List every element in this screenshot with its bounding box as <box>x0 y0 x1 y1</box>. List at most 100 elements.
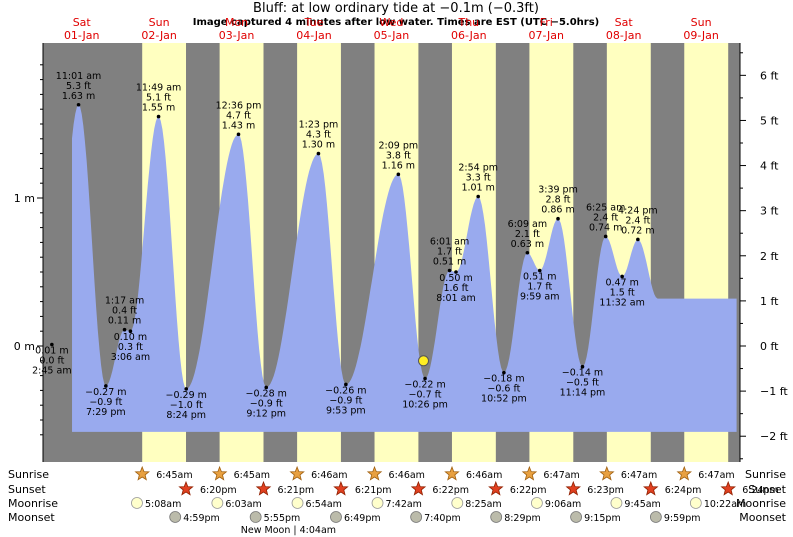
day-date: 04-Jan <box>296 29 332 42</box>
sunset-icon <box>333 480 349 496</box>
tide-label: 1.30 m <box>302 140 335 151</box>
tide-label: 3:06 am <box>111 352 150 363</box>
right-tick-label: 0 ft <box>760 340 779 353</box>
tide-label: −0.6 ft <box>487 384 520 395</box>
tide-label: −0.22 m <box>404 380 445 391</box>
tide-label: −1.0 ft <box>170 400 203 411</box>
moonset-row-label-left: Moonset <box>8 511 55 524</box>
tide-label: 8:01 am <box>436 293 475 304</box>
sunrise-time: 6:45am <box>156 470 192 481</box>
right-tick-label: 2 ft <box>760 250 779 263</box>
moonset-time: 7:40pm <box>424 513 461 524</box>
tide-label: 1.7 ft <box>437 247 462 258</box>
tide-dot <box>636 237 640 242</box>
sunset-time: 6:22pm <box>432 485 469 496</box>
tide-label: −0.14 m <box>562 368 603 379</box>
tide-dot <box>620 274 624 279</box>
tide-label: 1.43 m <box>222 120 255 131</box>
moonset-time: 6:49pm <box>344 513 381 524</box>
tide-dot <box>454 270 458 274</box>
sunset-icon <box>720 480 736 496</box>
moonrise-icon <box>451 497 464 509</box>
sunset-event: 6:22pm <box>488 480 546 496</box>
right-tick-label: 1 ft <box>760 295 779 308</box>
moonset-icon <box>410 511 423 523</box>
day-date: 01-Jan <box>64 29 100 42</box>
low-tide-marker: −0.27 m−0.9 ft7:29 pm <box>85 384 127 418</box>
moonrise-row-label-right: Moonrise <box>736 497 786 510</box>
sunrise-icon <box>211 465 228 481</box>
tide-label: 6:09 am <box>508 219 547 230</box>
moonset-event: 8:29pm <box>490 511 541 524</box>
sunrise-event: 6:45am <box>211 465 270 481</box>
sunset-event: 6:22pm <box>410 480 469 496</box>
day-weekday: Thu <box>457 16 479 29</box>
tide-markers: 0.01 m0.0 ft2:45 am 11:01 am5.3 ft1.63 m −… <box>32 71 658 421</box>
moonrise-time: 6:03am <box>225 499 261 510</box>
tide-label: 3.3 ft <box>466 173 491 184</box>
tide-label: 1:23 pm <box>299 120 339 131</box>
tide-label: 0.11 m <box>108 316 141 327</box>
moonrise-event: 9:06am <box>531 497 581 510</box>
sunset-event: 6:24pm <box>720 480 779 496</box>
moonset-time: 9:15pm <box>584 513 621 524</box>
moonrise-icon <box>689 497 702 509</box>
sunrise-time: 6:47am <box>543 470 579 481</box>
tide-dot <box>603 234 608 239</box>
sunset-event: 6:21pm <box>255 480 314 496</box>
tide-label: −0.27 m <box>85 387 126 398</box>
sunset-icon <box>410 480 427 496</box>
low-tide-marker: −0.26 m−0.9 ft9:53 pm <box>325 382 367 416</box>
left-tick-label: 0 m <box>14 340 35 353</box>
sunset-time: 6:23pm <box>587 485 624 496</box>
tide-label: 5.1 ft <box>146 93 171 104</box>
tide-label: 0.10 m <box>114 332 147 343</box>
tide-label: 2.1 ft <box>515 229 540 240</box>
sunrise-time: 6:46am <box>311 470 347 481</box>
day-date: 06-Jan <box>451 29 487 42</box>
tide-label: 0.74 m <box>589 222 622 233</box>
day-date: 03-Jan <box>219 29 255 42</box>
tide-label: 1.16 m <box>382 160 415 171</box>
moonrise-icon <box>371 497 384 509</box>
tide-dot <box>316 151 321 156</box>
tide-label: 1.6 ft <box>443 283 468 294</box>
tide-label: 11:49 am <box>136 83 181 94</box>
high-tide-marker: 11:01 am5.3 ft1.63 m <box>56 71 101 107</box>
sunrise-icon <box>366 465 383 481</box>
high-tide-marker: 6:09 am2.1 ft0.63 m <box>508 219 547 255</box>
chart-subtitle: Image captured 4 minutes after low water… <box>193 17 600 28</box>
moonrise-event: 6:54am <box>291 497 342 510</box>
tide-label: 2:09 pm <box>379 140 419 151</box>
tide-label: 2.8 ft <box>546 195 571 206</box>
low-tide-marker: 0.50 m1.6 ft8:01 am <box>436 270 476 304</box>
tide-label: 0.51 m <box>523 272 556 283</box>
moonset-time: 4:59pm <box>183 513 220 524</box>
tide-label: 1:17 am <box>105 296 144 307</box>
high-tide-marker: 3:39 pm2.8 ft0.86 m <box>538 185 578 221</box>
low-tide-marker: 0.01 m0.0 ft2:45 am <box>32 342 72 377</box>
sunset-row-label-left: Sunset <box>8 483 46 496</box>
day-weekday: Sat <box>615 16 634 29</box>
sunrise-icon <box>444 465 460 481</box>
tide-label: 0.4 ft <box>112 306 137 317</box>
tide-label: 6:25 am <box>586 202 625 213</box>
sunrise-icon <box>289 465 305 481</box>
moonrise-row-label-left: Moonrise <box>8 497 58 510</box>
sunset-time: 6:24pm <box>742 485 779 496</box>
tide-label: 1.7 ft <box>527 282 552 293</box>
moonrise-time: 8:25am <box>465 499 501 510</box>
moonrise-time: 7:42am <box>386 499 422 510</box>
day-weekday: Sat <box>73 16 92 29</box>
moonset-row-label-right: Moonset <box>739 511 786 524</box>
tide-label: 0.50 m <box>439 273 472 284</box>
moonrise-event: 10:22am <box>689 497 746 510</box>
day-labels: Sat01-JanSun02-JanMon03-JanTue04-JanWed0… <box>64 16 719 42</box>
tide-label: 2:54 pm <box>458 163 498 174</box>
tide-label: 7:29 pm <box>86 407 126 418</box>
moonrise-time: 6:54am <box>306 499 342 510</box>
